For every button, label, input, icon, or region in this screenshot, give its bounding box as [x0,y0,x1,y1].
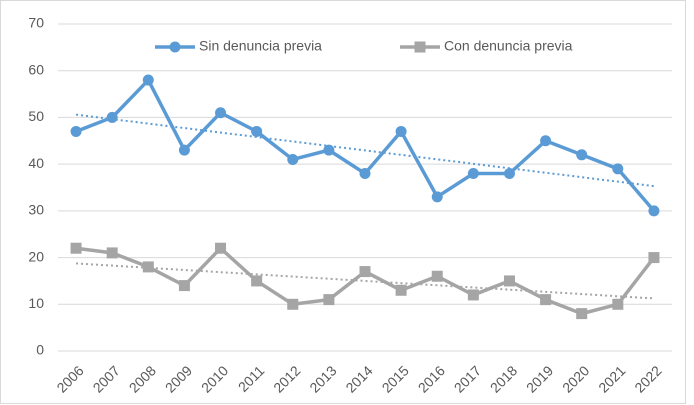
data-point [215,242,227,254]
legend-label: Sin denuncia previa [199,38,322,54]
legend-label: Con denuncia previa [444,38,573,54]
data-point [467,167,479,179]
y-tick-label: 70 [28,15,44,31]
trendline [75,262,655,300]
y-tick-label: 20 [28,248,44,264]
data-point [323,294,335,306]
data-point [106,111,118,123]
data-point [503,167,515,179]
data-point [612,163,624,175]
y-tick-label: 10 [28,295,44,311]
trendline [75,113,655,188]
data-point [359,167,371,179]
data-point [178,280,190,292]
data-point [648,205,660,217]
data-point [251,125,263,137]
data-point [106,247,118,259]
data-point [431,191,443,203]
data-point [503,275,515,287]
data-point [178,144,190,156]
legend-marker [414,41,426,53]
data-point [576,308,588,320]
data-point [395,284,407,296]
y-tick-label: 60 [28,61,44,77]
data-point [648,252,660,264]
data-point [287,153,299,165]
data-point [540,294,552,306]
data-point [612,298,624,310]
data-point [251,275,263,287]
data-point [323,144,335,156]
y-tick-label: 0 [36,342,44,358]
data-point [142,74,154,86]
data-point [70,125,82,137]
data-point [215,107,227,119]
data-point [395,125,407,137]
data-point [467,289,479,301]
data-point [287,298,299,310]
data-point [142,261,154,273]
legend-marker [169,41,181,53]
y-tick-label: 30 [28,202,44,218]
data-point [576,149,588,161]
data-point [359,266,371,278]
data-point [70,242,82,254]
y-tick-label: 50 [28,108,44,124]
y-tick-label: 40 [28,155,44,171]
data-point [540,135,552,147]
data-point [431,270,443,282]
